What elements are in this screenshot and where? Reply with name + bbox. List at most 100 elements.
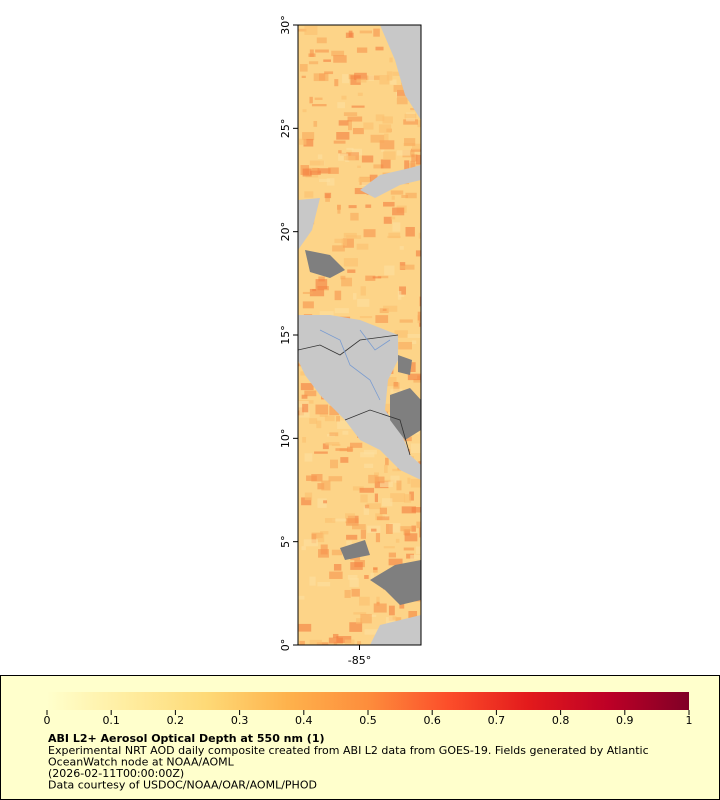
aerosol-texture: [333, 55, 347, 63]
aerosol-texture: [336, 415, 341, 422]
aerosol-texture: [333, 140, 346, 144]
legend-line: (2026-02-11T00:00:00Z): [48, 767, 184, 780]
aerosol-texture: [370, 134, 385, 143]
aerosol-texture: [419, 296, 421, 307]
aerosol-texture: [392, 616, 397, 620]
aerosol-texture: [390, 388, 403, 394]
aerosol-texture: [363, 506, 369, 515]
y-tick-label: 10°: [279, 429, 292, 449]
aerosol-texture: [332, 518, 347, 522]
aerosol-texture: [352, 127, 364, 135]
aerosol-texture: [383, 305, 398, 312]
land: [298, 315, 421, 480]
aerosol-texture: [415, 154, 421, 165]
aerosol-texture: [392, 222, 401, 232]
aerosol-texture: [417, 311, 421, 321]
aerosol-texture: [347, 446, 353, 452]
legend-title: ABI L2+ Aerosol Optical Depth at 550 nm …: [48, 732, 325, 745]
aerosol-texture: [309, 576, 316, 586]
aerosol-texture: [410, 554, 421, 560]
aerosol-texture: [309, 160, 325, 166]
colorbar: [47, 692, 689, 710]
aerosol-texture: [301, 497, 312, 506]
aerosol-texture: [366, 503, 381, 510]
aerosol-texture: [343, 232, 357, 238]
aerosol-texture: [357, 298, 370, 307]
y-tick-label: 30°: [279, 15, 292, 35]
aerosol-texture: [308, 53, 316, 57]
aerosol-texture: [318, 178, 330, 183]
aerosol-texture: [348, 205, 357, 209]
aerosol-texture: [337, 205, 341, 214]
aerosol-texture: [382, 116, 393, 124]
aerosol-texture: [359, 596, 370, 606]
aerosol-texture: [302, 132, 315, 141]
aerosol-texture: [302, 403, 309, 413]
aerosol-texture: [316, 37, 327, 44]
aerosol-texture: [346, 235, 362, 239]
map-area: [298, 25, 421, 645]
aerosol-texture: [337, 420, 352, 429]
aerosol-texture: [410, 160, 416, 170]
aerosol-texture: [407, 373, 421, 381]
aerosol-texture: [302, 109, 307, 113]
aerosol-texture: [346, 540, 352, 546]
aerosol-texture: [418, 320, 421, 327]
aerosol-texture: [303, 138, 314, 147]
aerosol-texture: [317, 168, 331, 174]
aerosol-texture: [361, 182, 375, 186]
aerosol-texture: [352, 524, 366, 530]
aerosol-texture: [346, 534, 358, 540]
aerosol-texture: [314, 451, 328, 454]
aerosol-texture: [358, 177, 371, 183]
aerosol-texture: [321, 480, 331, 491]
aerosol-texture: [311, 533, 317, 544]
aerosol-texture: [334, 79, 339, 87]
aerosol-texture: [411, 340, 417, 345]
aerosol-texture: [328, 637, 343, 644]
y-tick-label: 20°: [279, 222, 292, 242]
y-tick-label: 25°: [279, 119, 292, 139]
aerosol-texture: [417, 120, 421, 128]
aerosol-texture: [416, 521, 421, 529]
land: [360, 165, 421, 198]
aerosol-texture: [337, 102, 346, 109]
aerosol-texture: [394, 330, 408, 338]
aerosol-texture: [418, 461, 421, 465]
aerosol-texture: [346, 147, 354, 151]
aerosol-texture: [407, 477, 411, 484]
aerosol-texture: [389, 523, 401, 533]
aerosol-texture: [376, 601, 380, 605]
aerosol-texture: [328, 167, 339, 174]
aerosol-texture: [403, 547, 415, 551]
aerosol-texture: [379, 481, 393, 488]
aerosol-texture: [399, 601, 405, 609]
aerosol-texture: [332, 633, 339, 639]
land: [370, 560, 421, 605]
aerosol-texture: [365, 275, 376, 281]
y-tick-label: 15°: [279, 325, 292, 345]
aerosol-texture: [389, 57, 393, 63]
aerosol-texture: [303, 539, 318, 547]
aerosol-texture: [356, 618, 362, 624]
colorbar-tick-label: 0.1: [102, 714, 120, 727]
aerosol-texture: [396, 480, 402, 491]
aerosol-texture: [354, 187, 368, 195]
aerosol-texture: [383, 546, 395, 549]
aerosol-texture: [313, 120, 318, 127]
aerosol-texture: [416, 546, 421, 554]
aerosol-texture: [420, 641, 421, 645]
aerosol-texture: [340, 275, 346, 280]
aerosol-texture: [299, 410, 310, 418]
aerosol-texture: [403, 494, 412, 503]
aerosol-texture: [363, 449, 377, 455]
aerosol-texture: [418, 232, 421, 239]
aerosol-texture: [359, 316, 373, 319]
aerosol-texture: [360, 286, 366, 296]
aerosol-texture: [301, 546, 306, 551]
aerosol-texture: [373, 28, 380, 37]
aerosol-texture: [315, 49, 329, 53]
aerosol-texture: [373, 603, 387, 613]
aerosol-texture: [381, 498, 393, 507]
